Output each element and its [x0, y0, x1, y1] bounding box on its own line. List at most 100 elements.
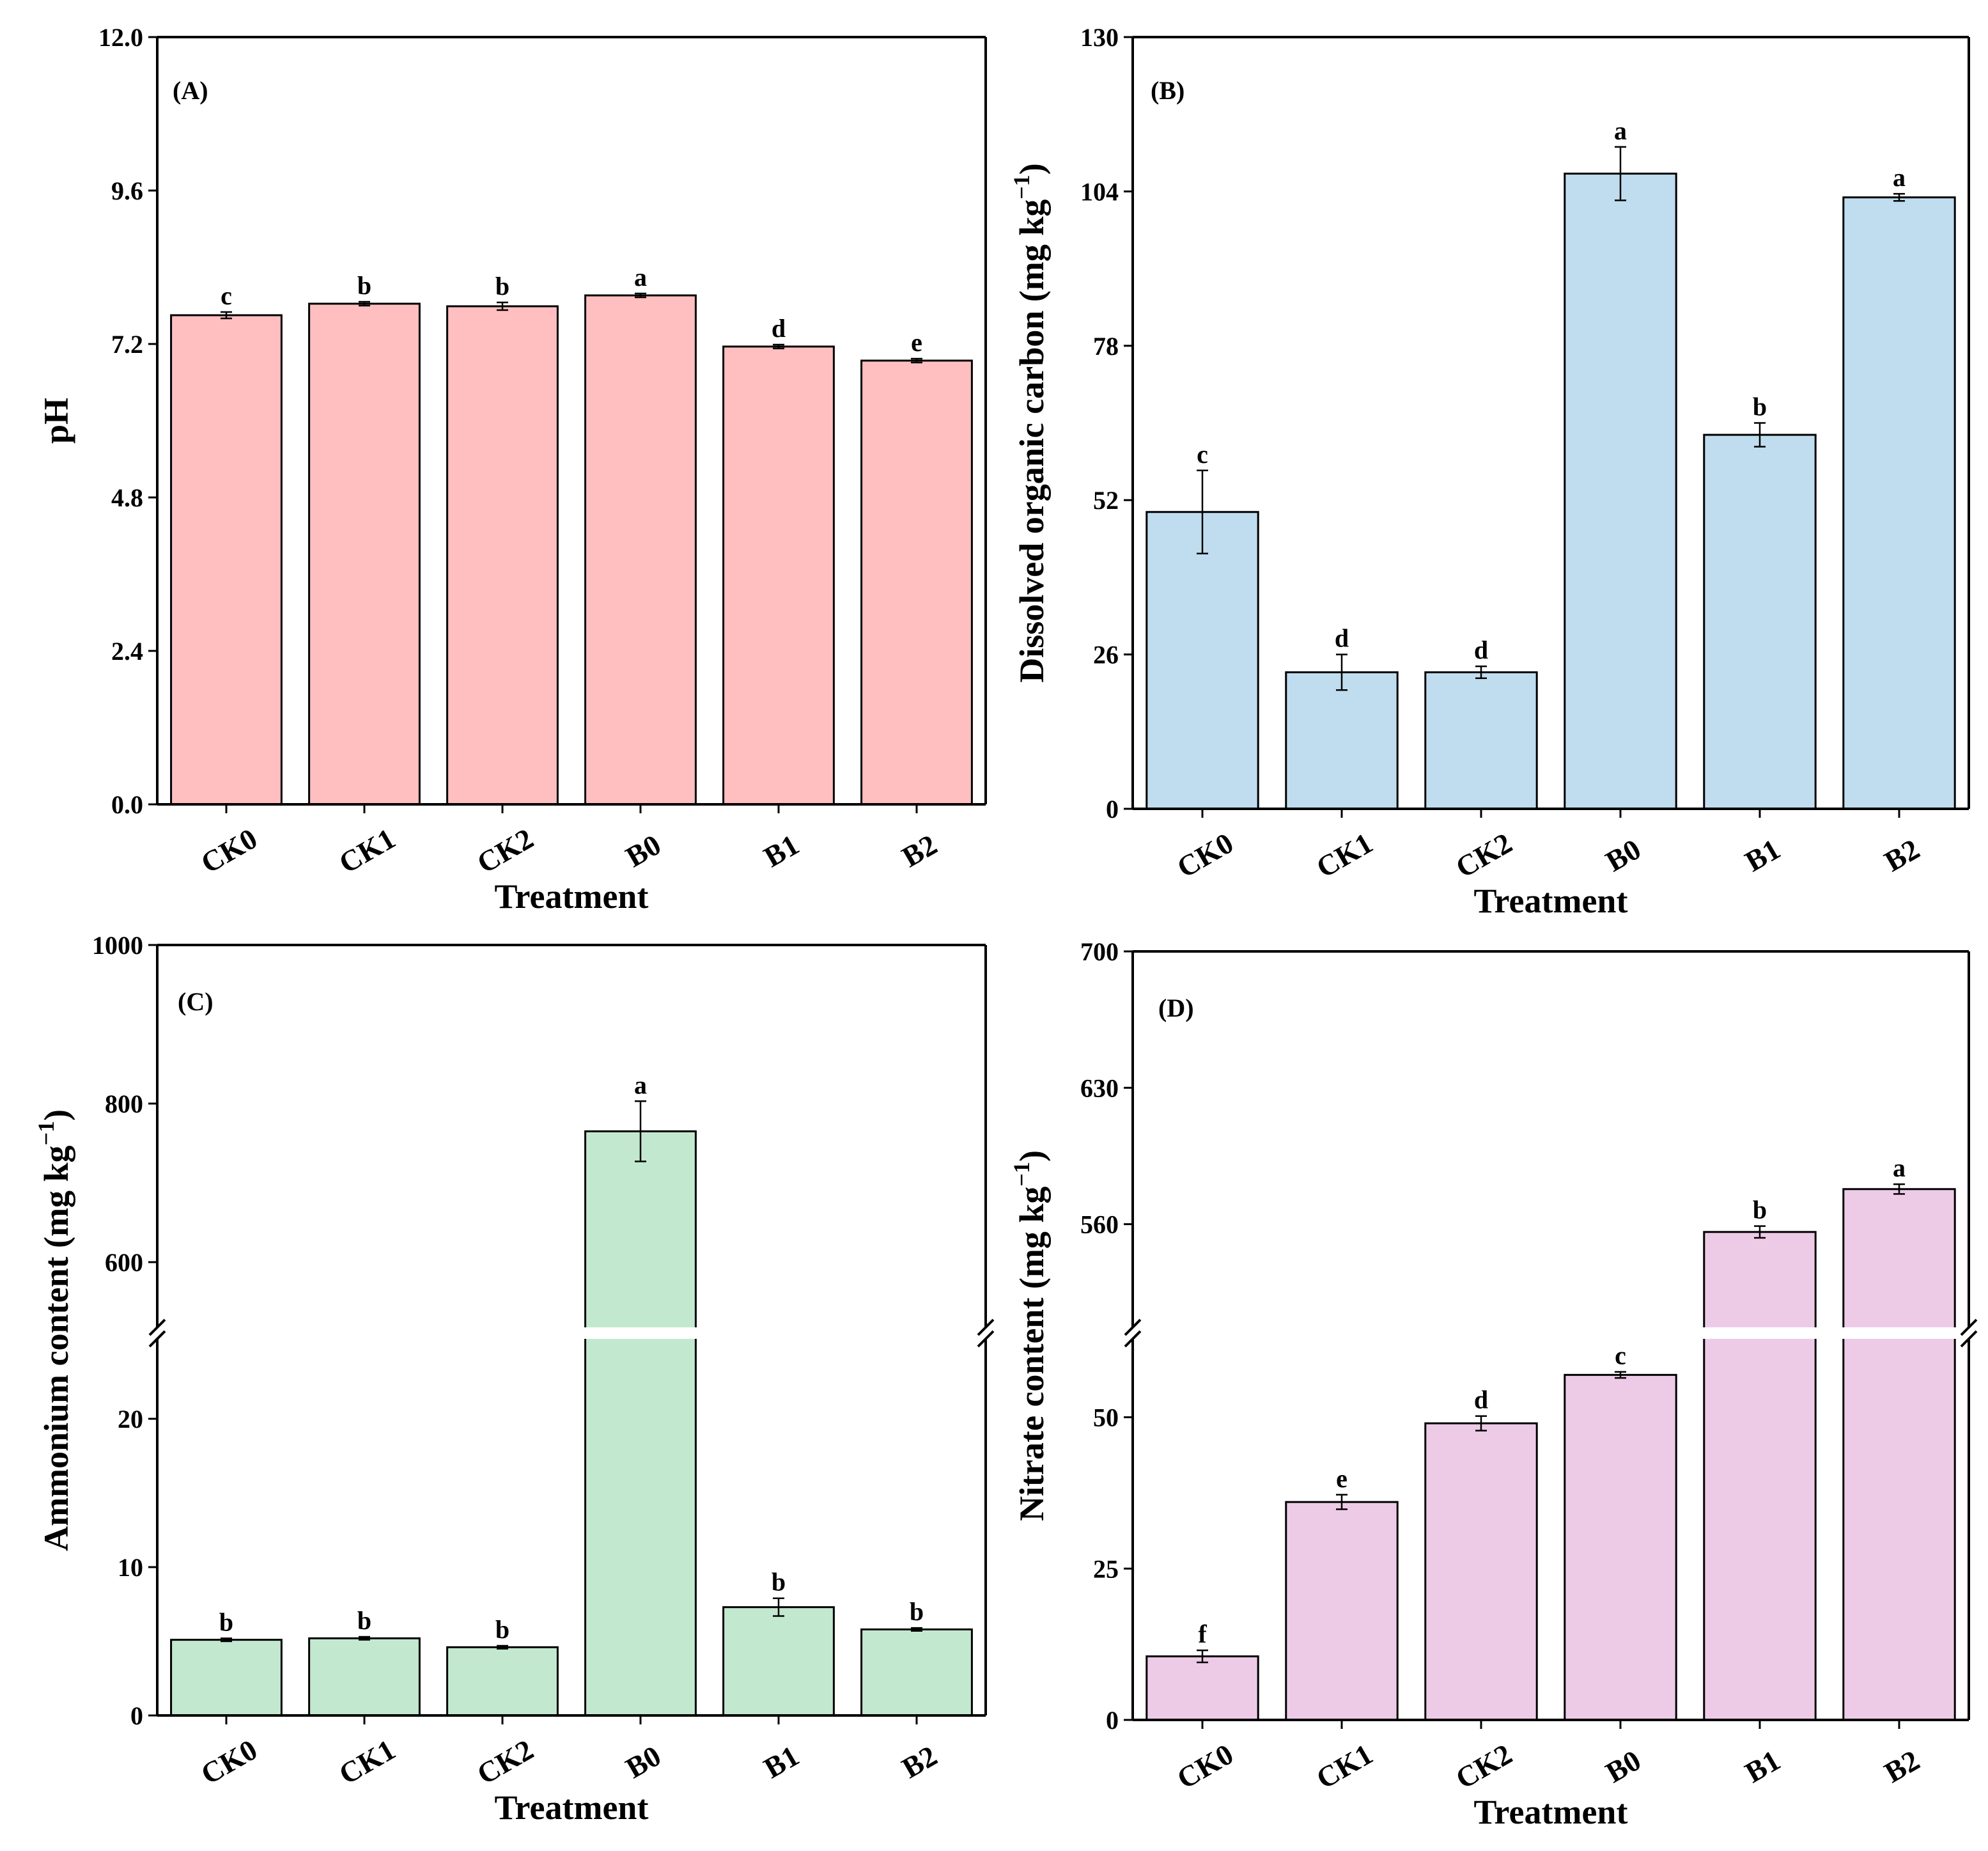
significance-label: b — [1753, 393, 1767, 421]
chart-panel-d: f e d c b a 0 25 50 560 630 700 CK0 CK1 CK2 B0 B1 B2 Treat… — [1009, 937, 1978, 1831]
significance-label: d — [772, 314, 786, 343]
y-axis-title-main: Ammonium content (mg kg — [37, 1146, 75, 1551]
significance-label: e — [1336, 1464, 1347, 1493]
x-tick-label: B0 — [620, 828, 666, 873]
significance-label: b — [910, 1597, 924, 1626]
axis-break-mark — [977, 1318, 995, 1336]
y-tick-label: 0 — [1106, 1706, 1119, 1735]
y-tick-label: 10 — [118, 1553, 143, 1582]
significance-label: b — [357, 271, 371, 300]
chart-panel-b: c d d a b a 0 26 52 78 104 130 CK0 CK1 CK2 B0 B1 B2 Treatm… — [1009, 23, 1970, 920]
x-tick-label: CK2 — [472, 822, 539, 879]
axis-break-gap — [1134, 1327, 1968, 1339]
x-tick-label: CK1 — [1311, 1737, 1378, 1795]
y-tick-label: 20 — [118, 1405, 143, 1433]
significance-label: a — [634, 1070, 647, 1099]
x-tick-label: CK0 — [196, 1733, 263, 1790]
bar-ck1 — [308, 1637, 421, 1717]
significance-label: f — [1198, 1620, 1207, 1648]
significance-label: b — [357, 1606, 371, 1635]
x-tick-label: CK0 — [1172, 1737, 1239, 1795]
panel-label: (B) — [1151, 76, 1184, 105]
y-tick-label: 130 — [1080, 23, 1119, 52]
y-tick-label: 25 — [1093, 1554, 1119, 1583]
y-tick-label: 26 — [1093, 641, 1119, 669]
x-axis-title: Treatment — [1474, 882, 1628, 920]
y-axis-title-main: Dissolved organic carbon (mg kg — [1013, 199, 1051, 683]
x-axis-title: Treatment — [495, 1788, 649, 1827]
bar-b0 — [1564, 1373, 1677, 1721]
bar-b1 — [722, 1606, 835, 1717]
y-axis-title-sup: −1 — [1009, 175, 1034, 199]
significance-label: b — [219, 1607, 233, 1636]
x-tick-label: CK2 — [1450, 826, 1518, 884]
axis-break-mark — [1960, 1318, 1978, 1336]
significance-label: e — [911, 328, 922, 357]
y-tick-label: 560 — [1080, 1210, 1119, 1239]
y-tick-label: 1000 — [92, 931, 143, 960]
y-tick-label: 2.4 — [111, 637, 143, 666]
chart-panel-c: b b b a b b 0 10 20 600 800 1000 CK0 CK1 CK2 B0 B1 B2 Trea… — [33, 931, 995, 1827]
significance-label: d — [1474, 1386, 1488, 1414]
significance-label: a — [1893, 1153, 1906, 1182]
bar-b2 — [860, 359, 973, 806]
panel-label: (D) — [1158, 994, 1194, 1022]
y-tick-label: 4.8 — [111, 483, 143, 512]
significance-label: d — [1474, 636, 1488, 664]
y-tick-label: 600 — [105, 1248, 143, 1277]
axis-break-mark — [1960, 1330, 1978, 1348]
x-tick-label: CK0 — [1172, 826, 1239, 884]
axis-break-mark — [1124, 1318, 1142, 1336]
y-axis-title: pH — [37, 398, 75, 444]
bar-ck1 — [1285, 1501, 1399, 1721]
x-tick-label: B0 — [1600, 832, 1646, 878]
x-tick-label: B2 — [1879, 832, 1925, 878]
x-tick-label: B2 — [896, 1739, 942, 1785]
bar-b0 — [584, 294, 697, 806]
y-tick-label: 630 — [1080, 1074, 1119, 1102]
y-axis-title-sup: −1 — [33, 1121, 59, 1146]
significance-label: a — [1614, 116, 1627, 145]
significance-label: a — [1893, 163, 1906, 192]
bar-ck0 — [1145, 511, 1259, 810]
y-tick-label: 50 — [1093, 1403, 1119, 1432]
chart-panel-a: c b b a d e 0.0 2.4 4.8 7.2 9.6 12.0 CK0 CK1 CK2 B0 B1 B2… — [37, 23, 987, 916]
bar-b0 — [1564, 173, 1677, 810]
y-axis-title-sup: −1 — [1009, 1162, 1034, 1187]
bar-ck2 — [446, 1646, 559, 1717]
significance-label: a — [634, 263, 647, 292]
x-tick-label: B1 — [1739, 1744, 1785, 1789]
panel-label: (A) — [173, 76, 208, 105]
y-tick-label: 700 — [1080, 937, 1119, 966]
significance-label: b — [495, 272, 509, 301]
y-tick-label: 52 — [1093, 486, 1119, 515]
axis-break-mark — [977, 1330, 995, 1348]
y-axis-title: Ammonium content (mg kg−1) — [33, 1109, 75, 1551]
y-axis-title-main: Nitrate content (mg kg — [1013, 1187, 1051, 1521]
x-tick-label: B0 — [1600, 1744, 1646, 1789]
y-axis-title: Dissolved organic carbon (mg kg−1) — [1009, 163, 1051, 683]
x-tick-label: B1 — [758, 828, 804, 873]
x-tick-label: B2 — [896, 828, 942, 873]
bar-ck2 — [1424, 1422, 1538, 1721]
y-tick-label: 78 — [1093, 332, 1119, 361]
y-axis-title-close: ) — [1013, 163, 1051, 175]
significance-label: b — [495, 1615, 509, 1644]
bar-ck0 — [170, 1639, 283, 1717]
bar-ck0 — [1145, 1655, 1259, 1721]
axis-break-mark — [1124, 1330, 1142, 1348]
significance-label: d — [1335, 624, 1349, 653]
y-axis-title-close: ) — [1013, 1150, 1051, 1162]
y-axis-title-main: pH — [37, 398, 75, 444]
x-tick-label: B0 — [620, 1739, 666, 1785]
bar-ck1 — [308, 302, 421, 806]
x-tick-label: CK1 — [334, 1733, 401, 1790]
axis-break-mark — [148, 1330, 166, 1348]
significance-label: c — [1615, 1341, 1626, 1370]
y-tick-label: 800 — [105, 1090, 143, 1118]
bar-b2 — [1842, 196, 1956, 810]
x-axis-title: Treatment — [495, 877, 649, 916]
bar-b1 — [1703, 1231, 1817, 1721]
significance-label: c — [221, 281, 232, 310]
